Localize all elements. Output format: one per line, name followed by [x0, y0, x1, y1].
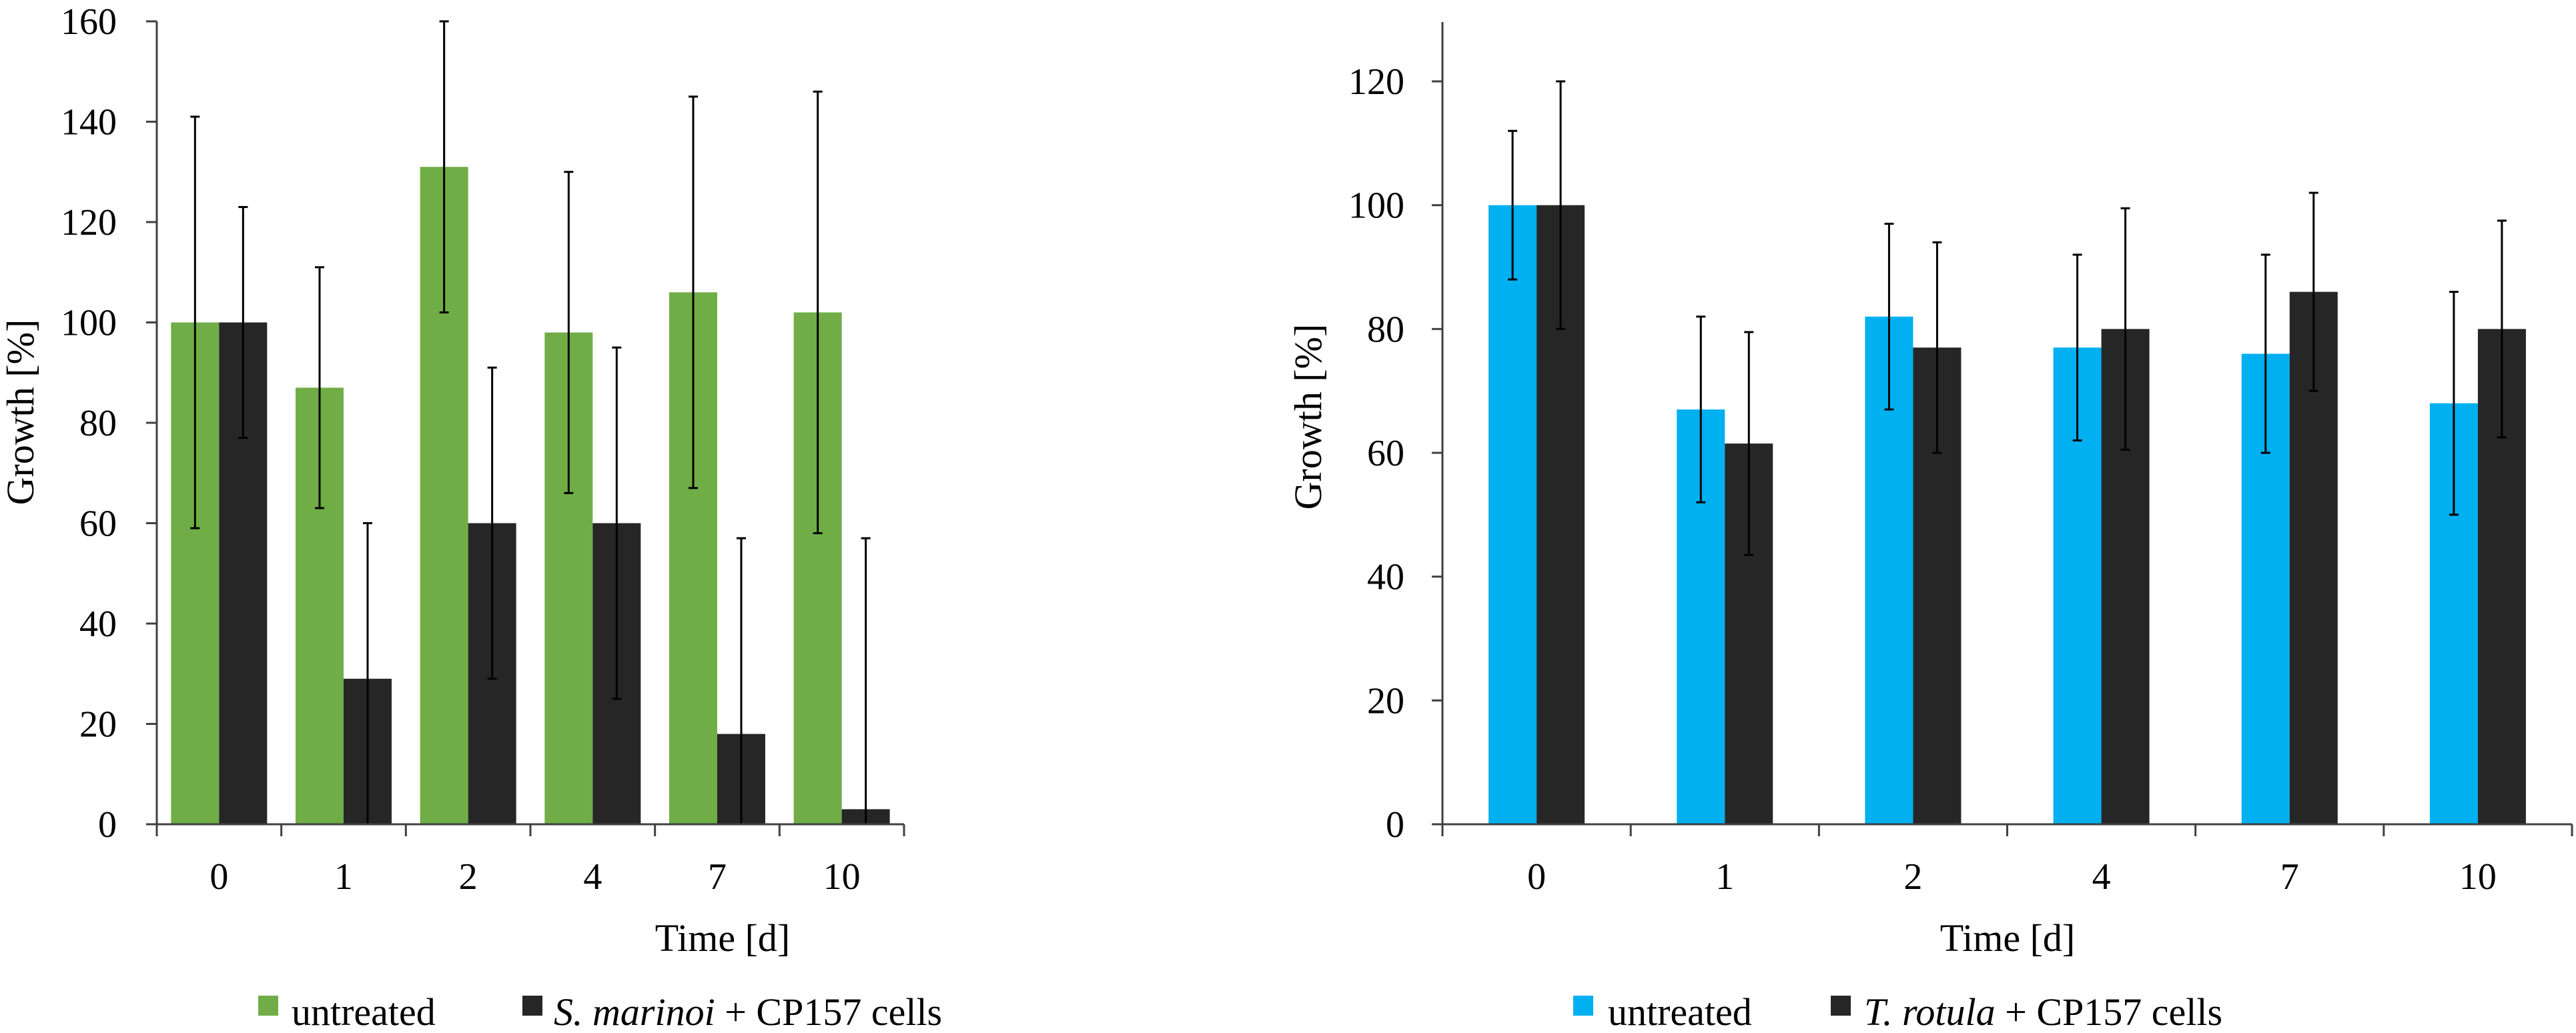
right-error-bar-s0-t1: [1696, 315, 1706, 503]
left-error-bar-s1-t10: [861, 537, 871, 826]
right-x-tick-label-4: 4: [2092, 856, 2111, 898]
left-bars: [171, 167, 890, 825]
left-y-tick-label-40: 40: [79, 604, 117, 645]
left-y-tick-labels: 0 20 40 60 80 100 120 140 160: [61, 1, 117, 846]
left-y-axis-title: Growth [%]: [0, 319, 42, 505]
left-axes: [146, 20, 905, 836]
left-y-tick-label-20: 20: [79, 704, 117, 746]
left-error-bar-s0-t7: [689, 95, 698, 489]
right-x-tick-label-0: 0: [1527, 856, 1546, 898]
left-y-tick-label-0: 0: [98, 804, 117, 846]
left-error-bar-s0-t0: [190, 115, 200, 530]
right-x-tick-labels: 0 1 2 4 7 10: [1527, 856, 2497, 898]
left-x-tick-label-10: 10: [823, 856, 861, 898]
left-x-tick-label-4: 4: [583, 856, 602, 898]
left-error-bar-s0-t2: [439, 20, 449, 313]
left-legend-species: S. marinoi: [554, 990, 715, 1033]
left-legend-label-treated: S. marinoi + CP157 cells: [554, 990, 942, 1033]
right-error-bar-s1-t2: [1932, 241, 1942, 454]
left-x-tick-labels: 0 1 2 4 7 10: [209, 856, 860, 898]
right-x-tick-label-2: 2: [1903, 856, 1922, 898]
right-error-bars: [1508, 80, 2507, 556]
left-error-bar-s1-t4: [612, 346, 622, 700]
right-error-bar-s1-t1: [1744, 331, 1754, 556]
right-error-bar-s1-t7: [2308, 191, 2318, 392]
right-x-tick-label-10: 10: [2459, 856, 2497, 898]
right-bars: [1488, 205, 2526, 825]
left-error-bars: [190, 20, 871, 826]
right-y-tick-labels: 0 20 40 60 80 100 120: [1348, 61, 1404, 846]
right-bar-s0-t0: [1488, 205, 1537, 825]
right-y-tick-label-120: 120: [1348, 61, 1404, 103]
left-legend-swatch-untreated: [258, 996, 278, 1016]
right-error-bar-s0-t10: [2449, 291, 2459, 516]
right-error-bar-s0-t2: [1884, 223, 1894, 411]
left-legend-swatch-treated: [522, 996, 542, 1016]
right-y-tick-label-0: 0: [1386, 804, 1404, 846]
right-legend-label-treated: T. rotula + CP157 cells: [1864, 990, 2222, 1033]
right-axes: [1432, 22, 2573, 836]
left-error-bar-s1-t2: [487, 366, 497, 680]
right-legend-species: T. rotula: [1864, 990, 1996, 1033]
left-y-tick-label-140: 140: [61, 102, 117, 143]
chart-left: 0 20 40 60 80 100 120 140 160 0 1 2 4 7 10 Growth [%]…: [0, 1, 942, 1033]
left-legend-suffix: + CP157 cells: [715, 990, 942, 1033]
left-y-tick-label-80: 80: [79, 403, 117, 444]
left-x-axis-title: Time [d]: [655, 916, 791, 960]
left-x-tick-label-7: 7: [708, 856, 727, 898]
right-legend-suffix: + CP157 cells: [1996, 990, 2222, 1033]
left-error-bar-s0-t4: [564, 171, 574, 494]
right-legend-swatch-untreated: [1573, 996, 1593, 1016]
left-legend: untreated S. marinoi + CP157 cells: [258, 990, 942, 1033]
left-error-bar-s0-t10: [813, 90, 823, 535]
right-error-bar-s1-t10: [2497, 219, 2507, 439]
left-y-tick-label-60: 60: [79, 503, 117, 545]
right-error-bar-s0-t7: [2260, 253, 2270, 454]
left-x-tick-label-0: 0: [209, 856, 228, 898]
right-x-tick-label-7: 7: [2280, 856, 2299, 898]
left-x-tick-label-1: 1: [334, 856, 353, 898]
right-error-bar-s1-t0: [1556, 80, 1566, 330]
left-y-tick-label-120: 120: [61, 202, 117, 243]
right-error-bar-s0-t0: [1508, 129, 1518, 281]
right-legend: untreated T. rotula + CP157 cells: [1573, 990, 2222, 1033]
chart-right: 0 20 40 60 80 100 120 0 1 2 4 7 10 Growth [%] Time …: [1286, 22, 2573, 1033]
left-x-tick-label-2: 2: [459, 856, 478, 898]
left-y-tick-label-160: 160: [61, 1, 117, 43]
right-y-tick-label-20: 20: [1367, 680, 1404, 722]
right-y-tick-label-40: 40: [1367, 557, 1404, 598]
left-legend-label-untreated: untreated: [292, 990, 436, 1033]
left-error-bar-s1-t0: [238, 205, 248, 439]
left-y-tick-label-100: 100: [61, 303, 117, 344]
right-y-axis-title: Growth [%]: [1286, 324, 1330, 510]
right-y-tick-label-60: 60: [1367, 433, 1404, 474]
right-y-tick-label-80: 80: [1367, 309, 1404, 350]
right-x-tick-label-1: 1: [1715, 856, 1734, 898]
right-error-bar-s1-t4: [2120, 207, 2130, 451]
right-y-tick-label-100: 100: [1348, 185, 1404, 227]
right-legend-swatch-treated: [1831, 996, 1851, 1016]
right-x-axis-title: Time [d]: [1940, 916, 2076, 960]
right-error-bar-s0-t4: [2072, 253, 2082, 441]
left-error-bar-s0-t1: [315, 266, 324, 509]
right-legend-label-untreated: untreated: [1608, 990, 1752, 1033]
